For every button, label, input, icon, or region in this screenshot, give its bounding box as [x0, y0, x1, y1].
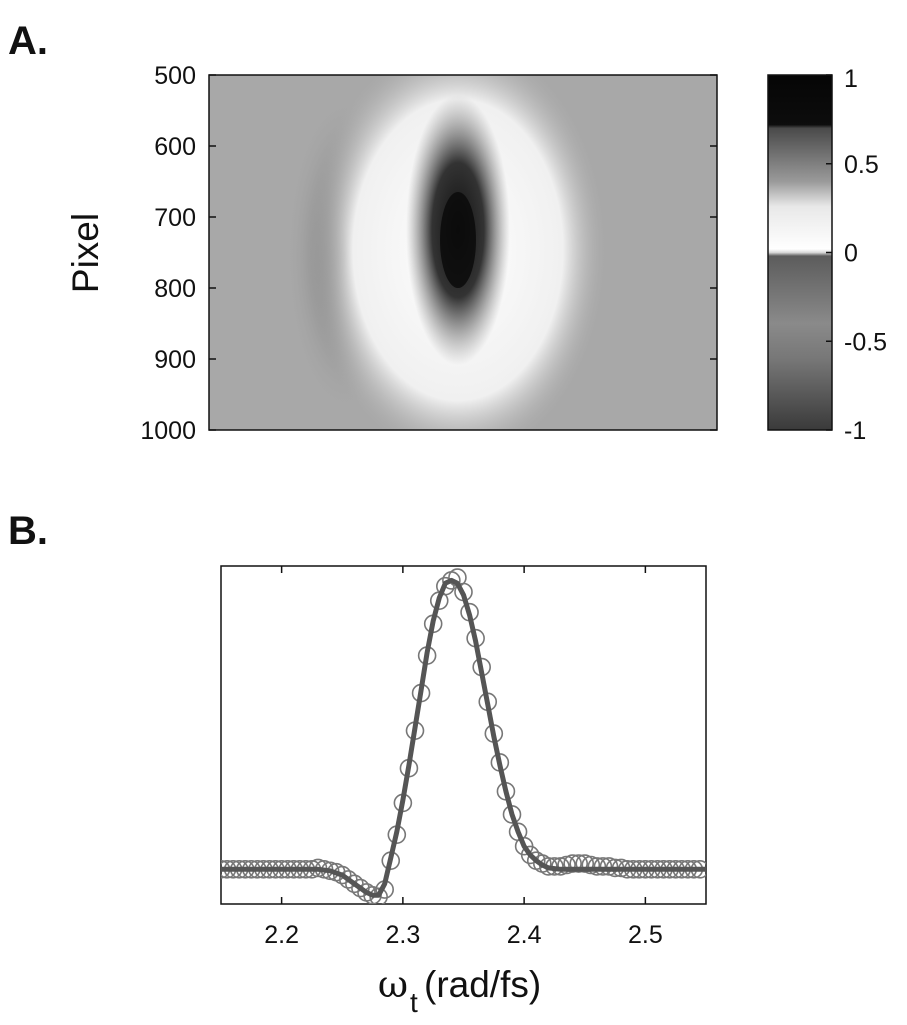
- y-tick-label: 800: [154, 275, 196, 303]
- colorbar: [768, 75, 832, 430]
- data-point: [575, 854, 595, 873]
- data-point: [569, 854, 588, 873]
- data-point: [581, 855, 601, 875]
- line-plot-frame: [220, 565, 707, 905]
- data-point: [587, 857, 607, 876]
- x-tick-label: 2.5: [628, 921, 663, 949]
- x-axis-title-units: (rad/fs): [424, 964, 541, 1005]
- data-point: [332, 865, 352, 885]
- heatmap-panel: 500 600 700 800 900 1000 Pixel 1 0.5 0 -0.5 -1: [65, 62, 887, 445]
- panel-b-label: B.: [8, 509, 48, 553]
- colorbar-ticks: 1 0.5 0 -0.5 -1: [826, 65, 887, 445]
- fit-line-series: [221, 577, 706, 898]
- y-tick-label: 900: [154, 346, 196, 374]
- heatmap-peak-core: [440, 192, 476, 288]
- x-tick-label: 2.3: [385, 921, 420, 949]
- data-point: [520, 845, 540, 865]
- colorbar-tick-label: -1: [844, 417, 866, 445]
- panel-a-label: A.: [8, 19, 48, 63]
- x-tick-label: 2.2: [264, 921, 299, 949]
- data-point: [599, 857, 619, 876]
- colorbar-tick-label: 1: [844, 65, 858, 93]
- y-tick-label: 1000: [140, 417, 196, 445]
- line-plot-x-axis: 2.2 2.3 2.4 2.5: [264, 566, 663, 949]
- data-point: [593, 857, 613, 876]
- data-point: [563, 854, 582, 873]
- y-tick-label: 600: [154, 133, 196, 161]
- heatmap-y-axis-title: Pixel: [65, 213, 106, 293]
- x-axis-title-symbol: ω: [378, 963, 408, 1006]
- colorbar-tick-label: 0.5: [844, 151, 879, 179]
- y-tick-label: 700: [154, 204, 196, 232]
- colorbar-tick-label: -0.5: [844, 328, 887, 356]
- heatmap-y-axis: 500 600 700 800 900 1000: [140, 62, 717, 445]
- data-point: [557, 855, 576, 875]
- y-tick-label: 500: [154, 62, 196, 90]
- heatmap-frame: [208, 74, 718, 431]
- data-point: [339, 870, 358, 889]
- x-axis-title-subscript: t: [410, 987, 418, 1018]
- colorbar-tick-label: 0: [844, 240, 858, 268]
- data-point: [345, 874, 364, 894]
- x-tick-label: 2.4: [507, 921, 542, 949]
- line-plot-panel: 2.2 2.3 2.4 2.5 ω t (rad/fs): [220, 565, 707, 1018]
- data-point: [436, 576, 455, 596]
